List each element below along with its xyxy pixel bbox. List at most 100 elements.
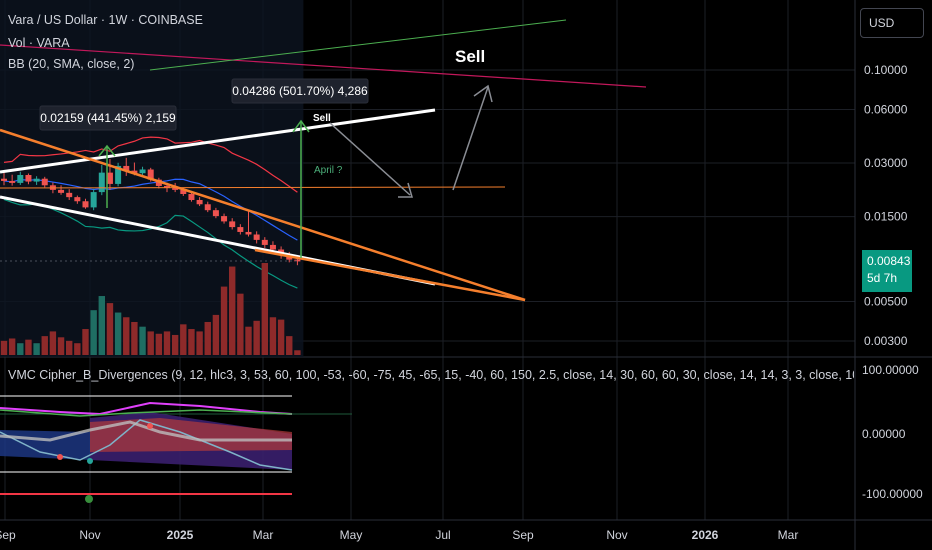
- volume-bar: [220, 286, 228, 355]
- oscillator-legend[interactable]: VMC Cipher_B_Divergences (9, 12, hlc3, 3…: [8, 368, 854, 382]
- candle-body: [90, 192, 97, 208]
- bb-legend[interactable]: BB (20, SMA, close, 2): [8, 57, 135, 71]
- bb-lower-line: [3, 198, 298, 289]
- time-tick-label: Jul: [435, 528, 450, 542]
- time-tick-label: Mar: [253, 528, 274, 542]
- volume-bar: [204, 321, 211, 355]
- candle-body: [131, 170, 138, 174]
- bar-countdown: 5d 7h: [867, 271, 898, 285]
- last-price-tag: 0.00843 5d 7h: [862, 250, 912, 292]
- price-tick-label: 0.03000: [864, 156, 908, 170]
- volume-bar: [237, 293, 244, 355]
- price-tick-label: 0.00500: [864, 295, 908, 309]
- volume-bar: [147, 331, 154, 355]
- volume-bar: [131, 321, 138, 355]
- volume-bar: [33, 343, 40, 355]
- volume-bar: [180, 324, 187, 355]
- time-tick-label: Sep: [0, 528, 16, 542]
- candle-body: [188, 193, 195, 200]
- volume-bar: [82, 329, 89, 355]
- oscillator-pane: [0, 395, 352, 503]
- candle-body: [17, 175, 24, 183]
- projection-arrow-down-head: [398, 182, 413, 198]
- price-tick-label: 0.10000: [864, 63, 908, 77]
- price-tick-label: 0.01500: [864, 210, 908, 224]
- candle-body: [139, 169, 146, 174]
- volume-bar: [261, 263, 268, 355]
- time-tick-label: Nov: [79, 528, 100, 542]
- volume-bar: [123, 317, 130, 355]
- candle-body: [41, 178, 48, 186]
- volume-bar: [0, 340, 8, 355]
- upper-trendline: [0, 108, 436, 174]
- volume-bar: [269, 317, 277, 355]
- volume-bar: [114, 312, 122, 355]
- osc-buy-dot: [87, 458, 93, 464]
- volume-bar: [74, 343, 81, 355]
- time-tick-label: Sep: [512, 528, 534, 542]
- osc-wt1-line: [0, 419, 293, 471]
- chart-title: Vara / US Dollar · 1W · COINBASE: [8, 13, 203, 27]
- candle-body: [172, 188, 179, 190]
- orange-trendline-upper: [0, 128, 526, 302]
- volume-bar: [163, 331, 171, 355]
- candle-body: [123, 165, 130, 171]
- osc-stoch-line: [0, 409, 293, 417]
- volume-bar: [188, 329, 195, 355]
- volume-bar: [196, 331, 203, 355]
- candle-body: [98, 172, 105, 193]
- measure-arrow-2-head: [292, 119, 310, 133]
- projection-arrow-up-head: [473, 84, 493, 103]
- oscillator-tick-label: 100.00000: [862, 363, 919, 377]
- candle-body: [74, 197, 81, 202]
- candle-body: [261, 239, 268, 245]
- volume-bar: [66, 340, 73, 355]
- candle-body: [66, 192, 73, 198]
- osc-wt2-line: [0, 420, 292, 442]
- volume-bar: [8, 338, 16, 355]
- candle-body: [9, 180, 16, 183]
- candle-body: [155, 179, 162, 186]
- volume-bar: [49, 331, 57, 355]
- volume-bar: [98, 296, 105, 355]
- volume-bar: [277, 319, 285, 355]
- candle-body: [164, 185, 170, 189]
- last-price-value: 0.00843: [867, 254, 911, 268]
- april-label: April ?: [314, 165, 343, 176]
- green-long-trendline: [149, 19, 567, 71]
- volume-bar: [41, 336, 48, 355]
- candle-body: [180, 189, 187, 194]
- volume-bar: [90, 310, 97, 355]
- projection-arrow-up: [452, 86, 489, 191]
- price-tick-label: 0.06000: [864, 102, 908, 116]
- candle-body: [294, 259, 301, 262]
- candle-body: [229, 221, 236, 228]
- volume-bar: [106, 303, 114, 355]
- volume-legend[interactable]: Vol · VARA: [8, 36, 70, 50]
- candle-body: [82, 201, 89, 208]
- candle-body: [115, 165, 122, 184]
- axes: 0.10000 0.06000 0.03000 0.01500 0.00500 0.003…: [0, 63, 923, 542]
- osc-sell-dot-2: [147, 423, 153, 429]
- orange-trendline-lower: [254, 248, 526, 302]
- time-tick-label: 2025: [167, 528, 194, 542]
- red-long-trendline: [0, 44, 647, 88]
- volume-bar: [25, 339, 32, 355]
- measure-label-1-box: [39, 105, 177, 131]
- candle-body: [147, 169, 154, 180]
- osc-sell-dot: [57, 454, 63, 460]
- volume-bar: [171, 334, 179, 355]
- sell-label-large: Sell: [455, 47, 485, 66]
- projection-arrow-down: [329, 122, 411, 196]
- time-tick-label: Mar: [778, 528, 799, 542]
- currency-selector[interactable]: USD: [860, 8, 924, 38]
- volume-bar: [229, 266, 236, 355]
- candle-body: [245, 231, 252, 235]
- time-tick-label: Nov: [606, 528, 627, 542]
- volume-bar: [245, 326, 252, 355]
- volume-bar: [253, 320, 260, 355]
- volume-bar: [294, 350, 301, 355]
- volume-bar: [139, 326, 146, 355]
